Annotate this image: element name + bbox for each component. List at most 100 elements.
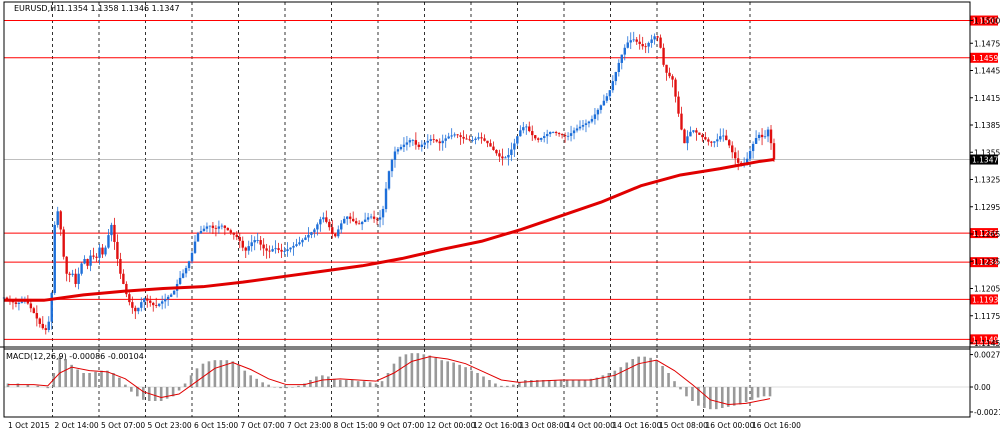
candle-body <box>390 159 394 172</box>
candle-body <box>98 247 101 258</box>
macd-histogram-bar <box>422 354 426 387</box>
macd-tick-label: 0.00278 <box>974 351 1000 360</box>
candle-body <box>292 245 295 248</box>
macd-histogram-bar <box>709 387 712 410</box>
price-tick-label: 1.1145 <box>974 339 1000 348</box>
macd-histogram-bar <box>392 363 396 387</box>
macd-histogram-bar <box>750 387 754 400</box>
candle-body <box>659 37 662 48</box>
candle-body <box>716 139 719 142</box>
candle-body <box>453 134 456 136</box>
x-axis-label: 7 Oct 07:00 <box>241 421 285 430</box>
candle-body <box>766 129 770 137</box>
candle-body <box>441 140 444 144</box>
candle-body <box>202 228 206 231</box>
candle-body <box>754 138 758 144</box>
candle-body <box>41 323 44 329</box>
candle-body <box>157 303 161 306</box>
candle-body <box>235 234 238 238</box>
candle-body <box>211 225 215 228</box>
candle-body <box>340 223 343 230</box>
candle-body <box>253 240 256 243</box>
candle-body <box>468 139 471 141</box>
candle-body <box>223 225 227 228</box>
candle-body <box>626 42 629 48</box>
candle-body <box>429 139 432 141</box>
candle-body <box>522 127 525 131</box>
macd-histogram-bar <box>88 373 91 387</box>
macd-histogram-bar <box>506 385 509 387</box>
candle-body <box>587 121 591 124</box>
price-tick-label: 1.1385 <box>974 121 1000 130</box>
candle-body <box>713 141 716 143</box>
macd-histogram-bar <box>428 355 432 387</box>
candle-body <box>56 211 59 225</box>
candle-body <box>474 138 477 140</box>
moving-average-line <box>4 158 775 302</box>
candle-body <box>172 290 176 295</box>
candle-body <box>420 144 424 147</box>
macd-histogram-bar <box>130 387 133 392</box>
candle-body <box>501 156 504 159</box>
candle-body <box>638 41 641 45</box>
candle-body <box>674 79 677 97</box>
candle-body <box>77 273 80 284</box>
candle-body <box>528 126 531 132</box>
candle-body <box>480 137 483 139</box>
candle-body <box>298 242 301 245</box>
candle-body <box>375 218 379 220</box>
candle-body <box>608 90 612 97</box>
candle-body <box>244 247 247 251</box>
current-price-badge <box>970 154 998 165</box>
macd-histogram-bar <box>738 387 742 405</box>
macd-histogram-bar <box>416 353 420 387</box>
macd-histogram-bar <box>458 364 461 387</box>
macd-histogram-bar <box>732 387 736 406</box>
candle-body <box>578 126 582 129</box>
candle-body <box>140 302 143 308</box>
candle-body <box>104 247 107 255</box>
candle-body <box>181 273 185 278</box>
candle-body <box>125 283 128 295</box>
candle-body <box>29 303 33 309</box>
candle-body <box>423 142 427 145</box>
candle-body <box>554 132 558 134</box>
macd-histogram-bar <box>207 361 211 387</box>
candle-body <box>444 138 447 141</box>
candle-body <box>772 143 776 160</box>
price-tick-label: 1.1500 <box>974 17 1000 26</box>
candle-body <box>560 134 564 136</box>
macd-histogram-bar <box>559 380 563 387</box>
macd-histogram-bar <box>213 360 217 387</box>
level-badge <box>970 334 998 345</box>
macd-histogram-bar <box>625 362 629 387</box>
candle-body <box>184 268 188 274</box>
candle-body <box>208 225 212 227</box>
candle-body <box>572 130 576 134</box>
price-tick-label: 1.1175 <box>974 312 1000 321</box>
macd-histogram-bar <box>553 380 557 387</box>
macd-histogram-bar <box>714 387 718 410</box>
candle-body <box>698 132 701 135</box>
candle-body <box>265 248 268 251</box>
candle-body <box>187 261 191 269</box>
macd-histogram-bar <box>231 361 235 387</box>
candle-body <box>566 135 570 137</box>
candle-body <box>178 277 182 284</box>
candle-body <box>489 143 492 147</box>
macd-histogram-bar <box>165 387 169 399</box>
candle-body <box>14 302 18 304</box>
candle-body <box>17 302 21 304</box>
candle-body <box>590 118 594 122</box>
macd-histogram-bar <box>136 387 139 397</box>
candle-body <box>650 39 653 43</box>
candle-body <box>271 249 274 252</box>
x-axis-label: 14 Oct 00:00 <box>566 421 615 430</box>
candle-body <box>378 217 382 220</box>
x-axis-label: 12 Oct 00:00 <box>427 421 476 430</box>
candle-body <box>614 72 618 82</box>
candle-body <box>599 105 603 110</box>
candle-body <box>435 139 438 142</box>
candle-body <box>283 251 286 252</box>
